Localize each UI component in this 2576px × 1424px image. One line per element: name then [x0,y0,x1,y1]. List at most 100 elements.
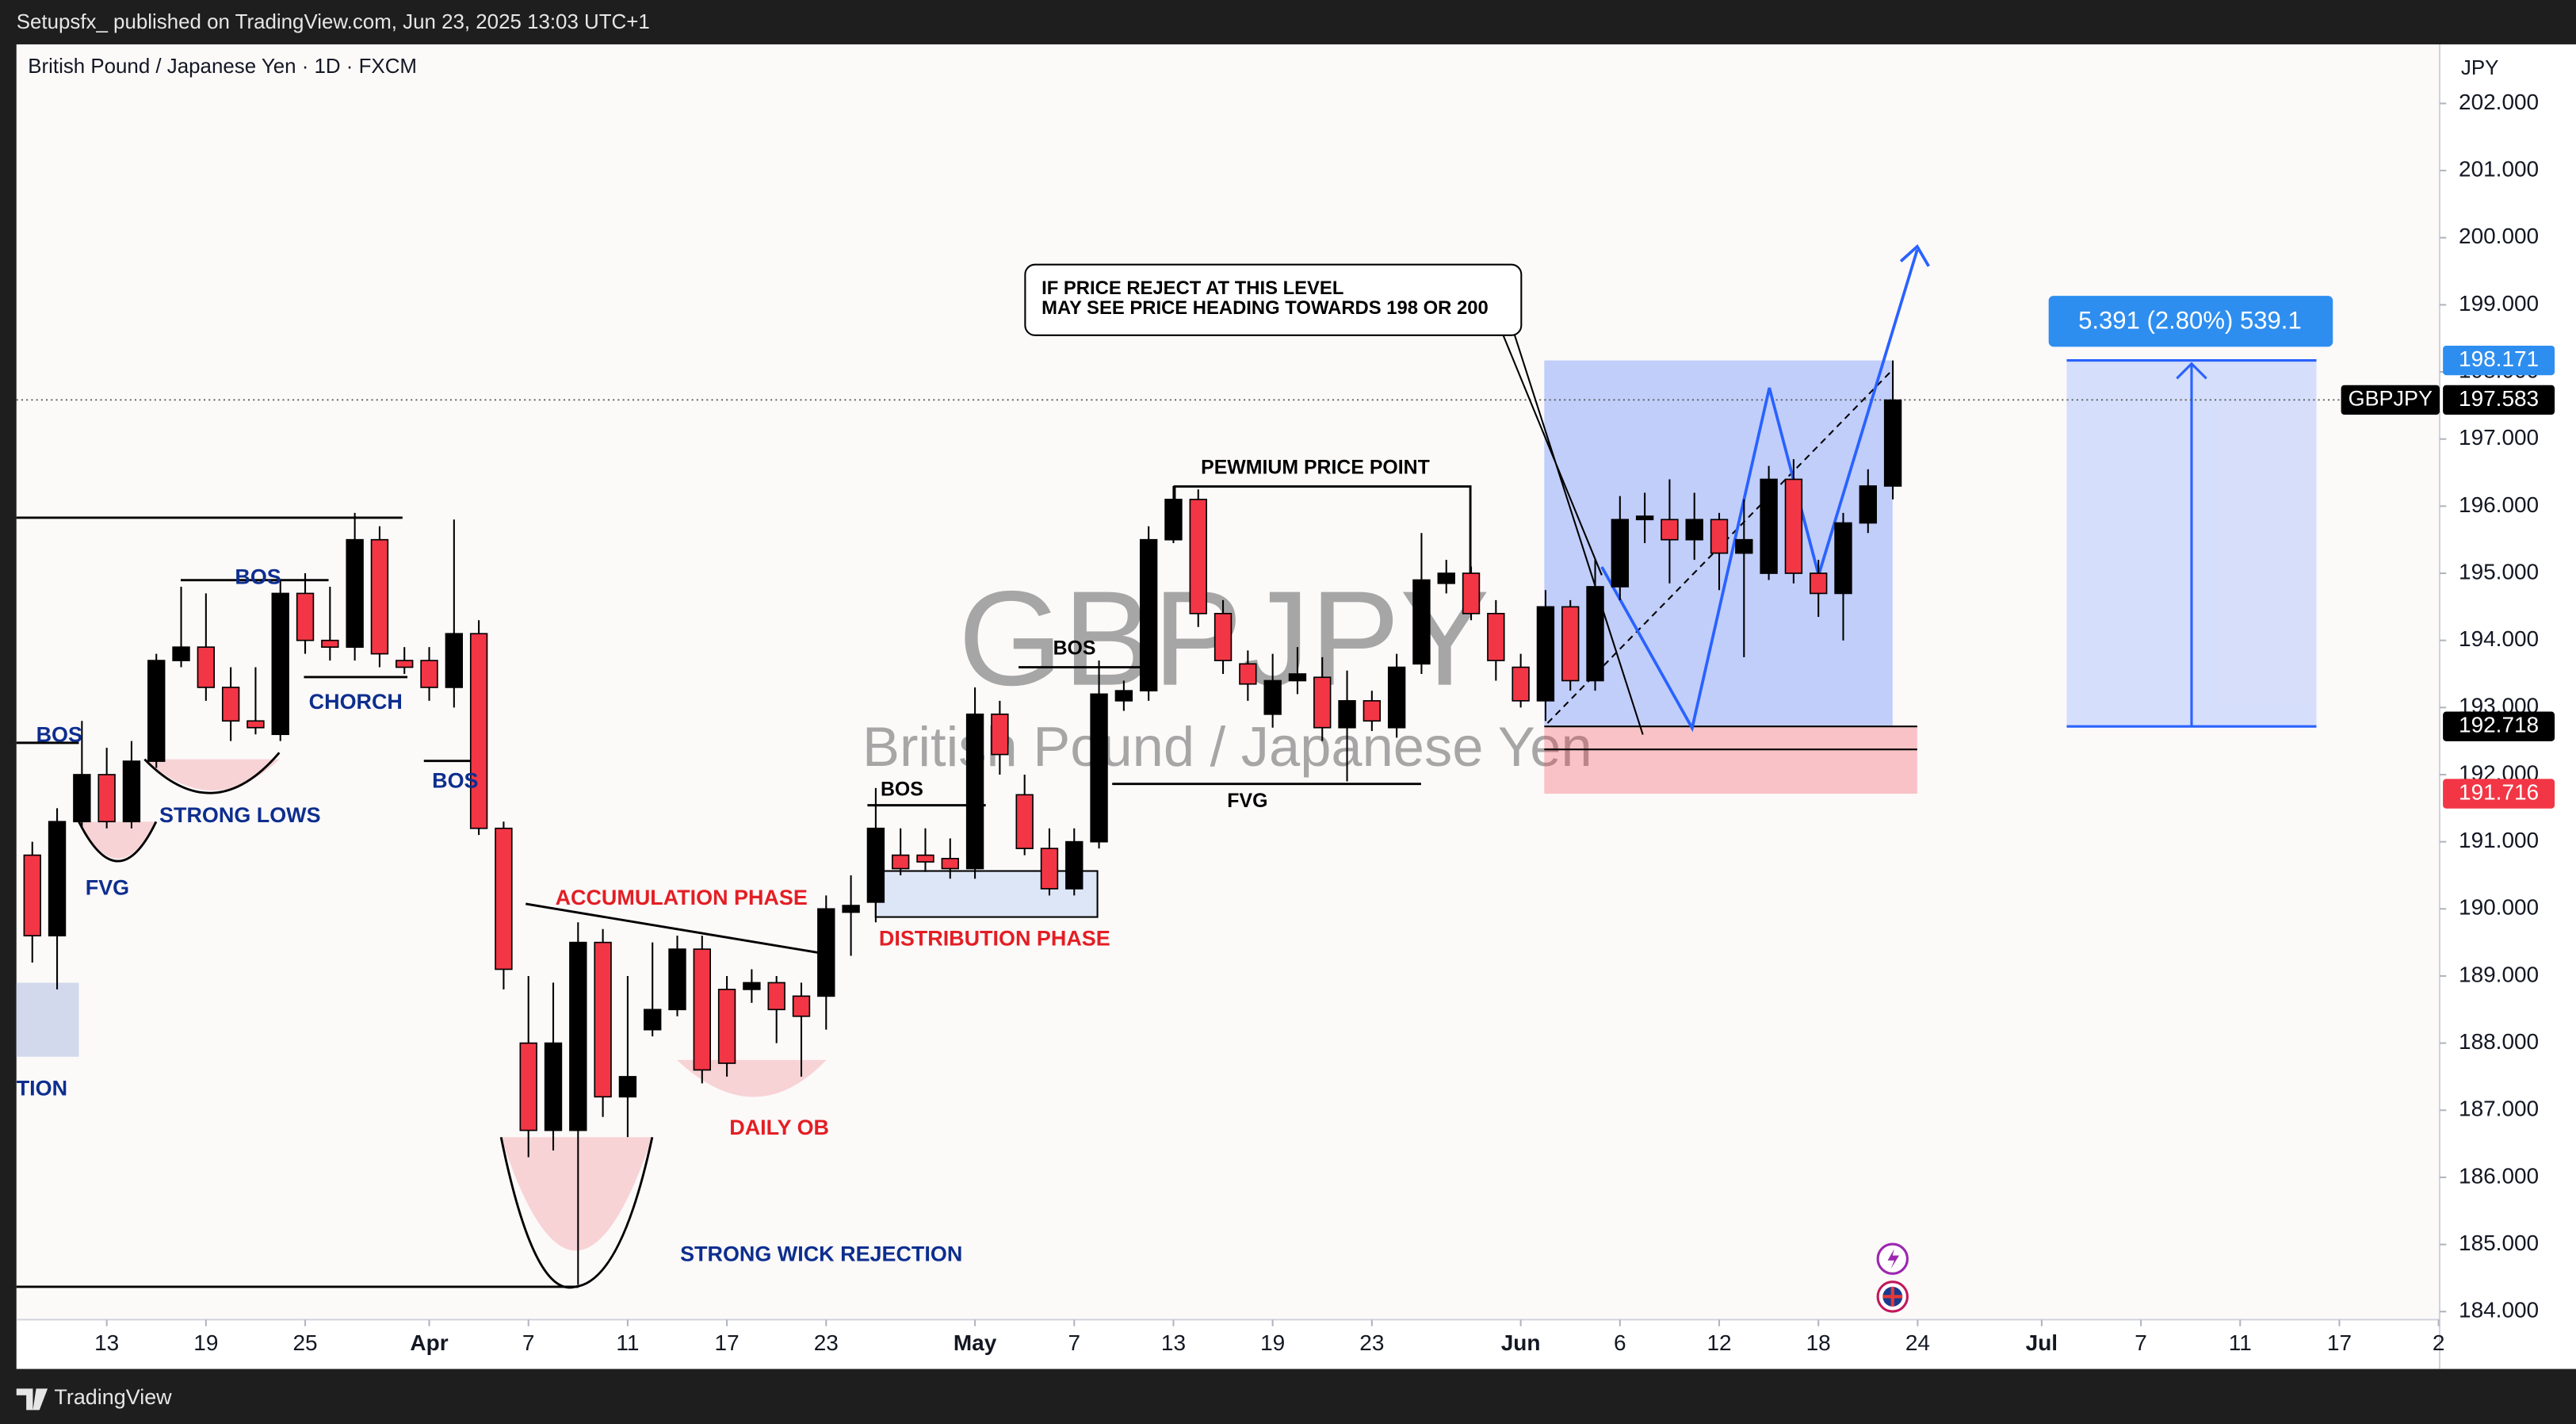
y-tick-label: 195.000 [2459,559,2539,584]
x-tick-label: 19 [193,1330,218,1355]
entry-price: 192.718 [2459,713,2539,737]
annotation: BOS [432,769,478,793]
candle-body [991,713,1009,756]
candle-body [48,821,67,936]
x-tick-label: 7 [522,1330,535,1355]
y-tick-label: 202.000 [2459,90,2539,114]
candle-body [469,633,488,829]
time-axis [16,1319,2440,1369]
annotation: STRONG LOWS [159,803,321,827]
event-icon-glyph [1887,1249,1900,1269]
x-tick-label: 18 [1806,1330,1831,1355]
price-axis [2439,44,2576,1369]
candle-body [618,1076,637,1098]
candle-body [1635,515,1654,521]
candle-body [1710,519,1729,554]
callout-box [1024,263,1523,336]
candle-body [97,774,116,823]
x-tick-label: 6 [1614,1330,1626,1355]
x-tick-label: 17 [2327,1330,2352,1355]
candle-body [866,827,885,903]
candle-body [1189,499,1207,614]
candle-body [792,995,811,1017]
candle-body [1810,572,1828,595]
candle-body [1487,612,1505,661]
y-tick-label: 201.000 [2459,157,2539,182]
stop-price-box [2443,779,2555,809]
candle-body [1462,572,1481,614]
candle-body [965,713,984,870]
x-tick-label: 24 [1905,1330,1930,1355]
x-tick-label: 11 [616,1330,639,1355]
candle-body [1164,499,1183,541]
y-tick-label: 194.000 [2459,626,2539,651]
target-price: 198.171 [2459,346,2539,371]
currency: JPY [2461,57,2498,79]
candle-body [1611,519,1630,588]
candle-body [1313,676,1332,729]
y-tick-label: 185.000 [2459,1231,2539,1255]
annotation: TION [17,1076,67,1100]
x-tick-label: 12 [1707,1330,1731,1355]
brand-logo [16,1388,48,1411]
candle-body [767,982,785,1011]
candle-body [1586,586,1604,682]
candle-body [271,592,289,736]
x-tick-label: 23 [814,1330,839,1355]
candle-body [1784,478,1803,574]
candle-body [569,941,587,1131]
entry-price-box [2443,711,2555,741]
candle-body [717,989,736,1064]
candle-body [1437,572,1455,584]
candle-body [1561,606,1580,682]
annotation: BOS [36,723,82,747]
candle-body [1090,693,1108,843]
candle-body [817,908,835,997]
candle-body [1139,538,1158,692]
annotation: FVG [86,875,129,899]
callout-text: IF PRICE REJECT AT THIS LEVEL [1041,278,1343,299]
candle-body [1363,700,1382,722]
candle-body [644,1009,662,1031]
zone [501,1137,652,1251]
legend-title: British Pound / Japanese Yen · 1D · FXCM [28,56,417,78]
candle-body [1065,840,1084,890]
zone [16,982,79,1057]
candle-body [147,660,166,762]
candle-body [1387,666,1406,729]
candle-body [221,687,240,722]
zone [676,1059,827,1097]
symbol-box [2341,385,2440,415]
measure-label: 5.391 (2.80%) 539.1 [2078,306,2302,334]
candle-body [445,633,464,688]
candle-body [321,639,339,648]
candle-body [1661,519,1679,541]
annotation: CHORCH [309,690,403,714]
x-tick-label: Jun [1501,1330,1541,1355]
annotation: PEWMIUM PRICE POINT [1201,456,1430,478]
annotation: BOS [235,565,281,589]
candle-body [1213,612,1233,661]
candle-body [891,854,910,870]
annotation: BOS [1053,637,1096,659]
candle-body [420,660,438,688]
trend-line [526,902,822,955]
candle-body [396,660,414,668]
candle-body [941,857,959,870]
candle-body [1288,673,1307,682]
x-tick-label: 19 [1260,1330,1285,1355]
candle-body [668,948,686,1011]
candle-body [743,982,761,990]
annotation: ACCUMULATION PHASE [556,886,808,909]
x-tick-label: 17 [715,1330,740,1355]
target-price-box [2443,345,2555,376]
x-tick-label: Apr [410,1330,448,1355]
curve [78,821,158,863]
y-tick-label: 196.000 [2459,492,2539,517]
annotation: FVG [1227,790,1267,812]
candle-body [544,1042,563,1131]
x-tick-label: 25 [292,1330,317,1355]
watermark-subtitle: British Pound / Japanese Yen [862,715,1592,778]
symbol-label: GBPJPY [2349,386,2433,410]
